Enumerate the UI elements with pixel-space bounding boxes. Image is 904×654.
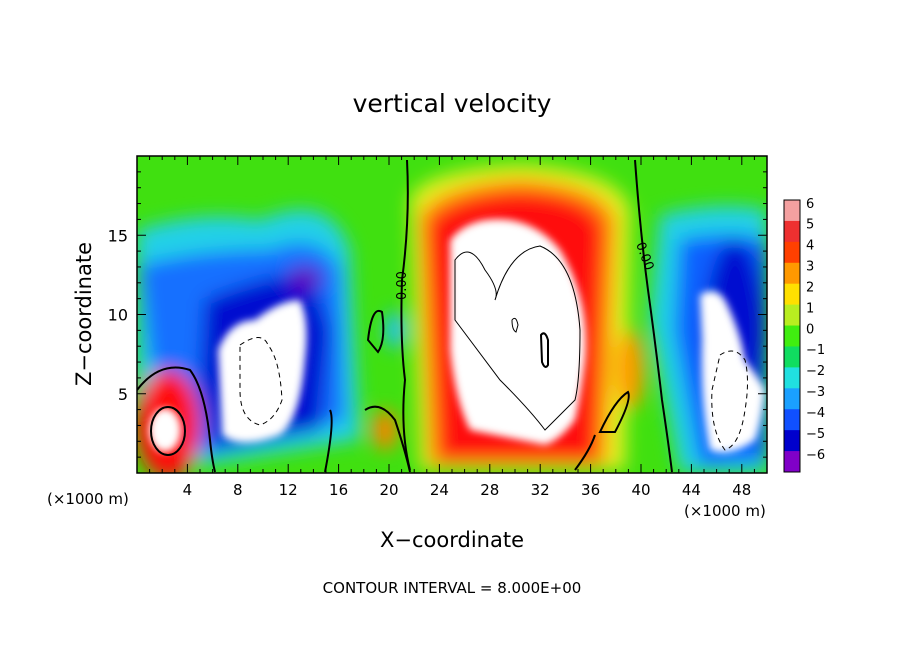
colorbar-label: 4 (806, 239, 814, 254)
y-tick-label: 15 (108, 226, 128, 245)
y-tick-label: 5 (118, 385, 128, 404)
contour-zero-b (634, 159, 673, 473)
colorbar-swatch (784, 200, 800, 222)
contour-pos-inner-b (511, 317, 519, 333)
core-surface-left (149, 408, 181, 452)
y-tick-label: 10 (108, 306, 128, 325)
x-tick-label: 48 (732, 481, 751, 499)
colorbar-label: 1 (806, 301, 814, 316)
x-tick-label: 4 (183, 481, 193, 499)
colorbar-label: 3 (806, 260, 814, 275)
colorbar-swatch (784, 409, 800, 431)
field-region-purple-left (287, 266, 323, 290)
x-tick-label: 24 (430, 481, 449, 499)
colorbar-swatch (784, 325, 800, 347)
colorbar-swatch (784, 283, 800, 306)
colorbar-label: −6 (806, 448, 825, 463)
contour-lines (137, 159, 748, 473)
contour-pos-inner (539, 332, 549, 368)
x-tick-label: 32 (531, 481, 550, 499)
field-region-blob-a (373, 410, 397, 450)
colorbar-frame (783, 199, 801, 473)
field-region-blob-b (616, 330, 644, 410)
saturated-cores (149, 219, 765, 453)
contour-zero-g (598, 390, 630, 433)
x-tick-label: 44 (682, 481, 701, 499)
contour-neg-left (239, 337, 283, 426)
colorbar-label: −1 (806, 343, 825, 358)
contour-zero-h (574, 434, 596, 471)
contour-label-left: 0.00 (395, 271, 410, 300)
x-unit-left: (×1000 m) (47, 490, 129, 508)
colorbar-label: −4 (806, 406, 825, 421)
contour-pos-center (454, 245, 581, 431)
x-unit-right: (×1000 m) (684, 502, 766, 520)
colorbar-swatch (784, 220, 800, 243)
colorbar-label: −2 (806, 364, 825, 379)
core-left (218, 300, 307, 443)
colorbar-label: 5 (806, 218, 814, 233)
colorbar-swatch (784, 262, 800, 285)
contour-zero-f (364, 405, 411, 473)
colorbar-label: 6 (806, 197, 814, 212)
y-axis-label: Z−coordinate (72, 242, 96, 386)
plot-area: 0.00 0.00 (137, 156, 767, 473)
contour-neg-right (711, 350, 748, 451)
contour-pos-left (150, 406, 186, 456)
x-tick-label: 20 (379, 481, 398, 499)
contour-zero-a (400, 159, 411, 471)
colorbar: 6 5 4 3 2 1 0 −1 −2 −3 −4 −5 −6 (783, 197, 825, 473)
colorbar-swatch (784, 346, 800, 368)
colorbar-swatch (784, 430, 800, 452)
colorbar-swatch (784, 367, 800, 389)
x-tick-label: 8 (233, 481, 243, 499)
core-center (450, 219, 586, 445)
colorbar-swatch (784, 241, 800, 264)
colorbar-label: 2 (806, 280, 814, 295)
x-axis: 4 8 12 16 20 24 28 32 36 40 44 48 (149, 156, 755, 499)
colorbar-swatch (784, 388, 800, 410)
contour-zero-d (366, 309, 385, 354)
chart-title: vertical velocity (353, 89, 552, 118)
contour-interval-footer: CONTOUR INTERVAL = 8.000E+00 (323, 579, 582, 597)
x-tick-label: 36 (581, 481, 600, 499)
x-tick-label: 12 (279, 481, 298, 499)
x-tick-label: 40 (631, 481, 650, 499)
colorbar-label: −3 (806, 385, 825, 400)
contour-zero-c (137, 366, 216, 473)
colorbar-swatch (784, 451, 800, 473)
x-tick-label: 28 (480, 481, 499, 499)
x-axis-label: X−coordinate (380, 528, 524, 552)
core-right (700, 291, 765, 453)
y-axis: 5 10 15 (108, 171, 767, 458)
field-region-blob-c (385, 312, 405, 348)
colorbar-label: 0 (806, 322, 814, 337)
colorbar-label: −5 (806, 427, 825, 442)
contour-zero-e (324, 409, 333, 473)
x-tick-label: 16 (329, 481, 348, 499)
colorbar-swatch (784, 304, 800, 327)
